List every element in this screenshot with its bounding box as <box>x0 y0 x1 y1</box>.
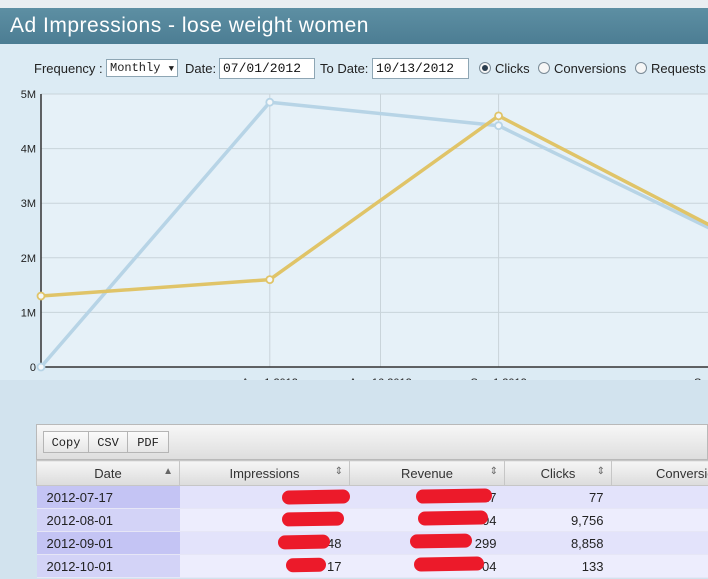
clicks-cell: 9,756 <box>504 508 612 532</box>
clicks-radio[interactable] <box>479 62 491 74</box>
conversions-radio-label[interactable]: Conversions <box>554 61 627 76</box>
chevron-down-icon: ▼ <box>168 64 174 74</box>
filter-bar: Frequency : Monthly ▼ Date: 07/01/2012 T… <box>0 58 708 82</box>
table-header-row: Date ▲ Impressions ⇕ Revenue ⇕ Clicks ⇕ Conv… <box>36 460 708 486</box>
redaction-mark <box>277 534 331 550</box>
pdf-button[interactable]: PDF <box>127 431 169 453</box>
date-cell: 2012-09-01 <box>36 531 180 555</box>
data-point-series-2 <box>265 275 275 285</box>
y-tick-label: 4M <box>21 144 36 156</box>
redaction-mark <box>281 511 345 527</box>
export-toolbar: Copy CSV PDF <box>36 424 708 460</box>
start-date-field[interactable]: 07/01/2012 <box>219 58 315 79</box>
csv-button[interactable]: CSV <box>88 431 128 453</box>
frequency-label: Frequency : <box>34 61 103 76</box>
table-row[interactable]: 2012-09-01 48 299 8,858 <box>36 531 708 555</box>
y-tick-label: 1M <box>21 307 36 319</box>
end-date-value: 10/13/2012 <box>376 61 455 76</box>
to-date-label: To Date: <box>320 61 369 76</box>
date-cell: 2012-07-17 <box>36 485 180 509</box>
y-tick-label: 5M <box>21 89 36 101</box>
data-point-series-2 <box>494 111 503 121</box>
date-cell: 2012-10-01 <box>36 554 180 578</box>
conversions-cell <box>611 554 708 578</box>
impressions-column-header[interactable]: Impressions ⇕ <box>179 460 350 486</box>
frequency-value: Monthly <box>110 61 161 75</box>
sort-icon: ⇕ <box>489 466 498 477</box>
data-point-series-1 <box>36 362 46 372</box>
data-point-series-1 <box>494 121 503 131</box>
results-table: Date ▲ Impressions ⇕ Revenue ⇕ Clicks ⇕ Conv… <box>36 460 708 578</box>
requests-radio[interactable] <box>635 62 647 74</box>
requests-radio-label[interactable]: Requests <box>651 61 706 76</box>
conversions-cell <box>611 531 708 555</box>
redaction-mark <box>413 556 485 572</box>
table-row[interactable]: 2012-08-01 04 9,756 <box>36 508 708 532</box>
clicks-cell: 77 <box>504 485 612 509</box>
end-date-field[interactable]: 10/13/2012 <box>372 58 469 79</box>
y-tick-label: 0 <box>30 362 36 374</box>
sort-icon: ⇕ <box>334 466 343 477</box>
window-titlebar: Ad Impressions - lose weight women <box>0 0 708 44</box>
clicks-cell: 8,858 <box>504 531 612 555</box>
series-line-1 <box>39 100 708 369</box>
y-tick-label: 2M <box>21 253 36 265</box>
clicks-radio-label[interactable]: Clicks <box>495 61 530 76</box>
redaction-mark <box>415 488 493 504</box>
conversions-cell <box>611 508 708 532</box>
table-row[interactable]: 2012-07-17 17 77 <box>36 485 708 509</box>
clicks-column-header[interactable]: Clicks ⇕ <box>504 460 612 486</box>
date-cell: 2012-08-01 <box>36 508 180 532</box>
revenue-column-header[interactable]: Revenue ⇕ <box>349 460 505 486</box>
sort-asc-icon: ▲ <box>163 466 173 477</box>
sort-icon: ⇕ <box>596 466 605 477</box>
conversions-radio[interactable] <box>538 62 550 74</box>
redaction-mark <box>417 510 489 526</box>
data-point-series-1 <box>265 97 275 107</box>
series-line-2 <box>40 114 708 298</box>
conversions-cell <box>611 485 708 509</box>
conversions-column-header[interactable]: Conversio <box>611 460 708 486</box>
data-point-series-2 <box>36 291 46 301</box>
date-column-header[interactable]: Date ▲ <box>36 460 180 486</box>
table-row[interactable]: 2012-10-01 17 04 133 <box>36 554 708 578</box>
redaction-mark <box>281 489 351 505</box>
clicks-cell: 133 <box>504 554 612 578</box>
redaction-mark <box>285 557 327 573</box>
start-date-value: 07/01/2012 <box>223 61 302 76</box>
impressions-line-chart: 01M2M3M4M5MAug 1 2012Aug 16 2012Sep 1 20… <box>21 89 708 388</box>
redaction-mark <box>409 533 473 549</box>
plot-background <box>41 94 708 367</box>
frequency-select[interactable]: Monthly ▼ <box>106 59 178 77</box>
copy-button[interactable]: Copy <box>43 431 89 453</box>
y-tick-label: 3M <box>21 198 36 210</box>
page-title: Ad Impressions - lose weight women <box>10 14 369 37</box>
date-label: Date: <box>185 61 217 76</box>
